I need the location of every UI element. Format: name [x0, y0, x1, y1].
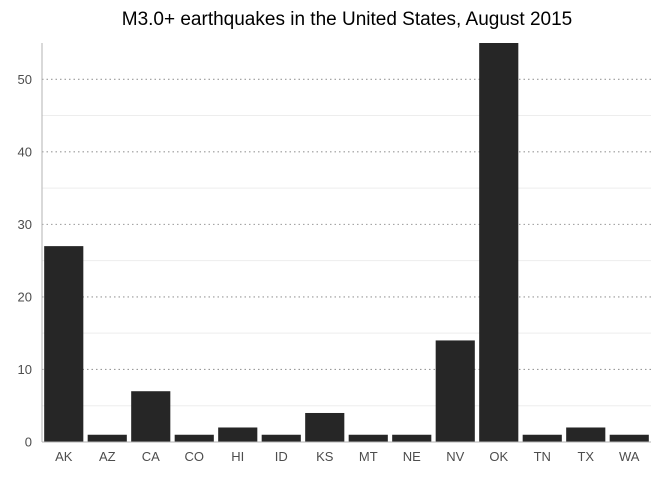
- y-tick-label: 30: [18, 217, 32, 232]
- y-tick-label: 50: [18, 72, 32, 87]
- bar-ok: [479, 43, 519, 442]
- y-tick-labels: 0 10 20 30 40 50: [18, 72, 32, 450]
- bar-ak: [44, 246, 84, 442]
- chart-title: M3.0+ earthquakes in the United States, …: [122, 9, 573, 30]
- x-tick-label: AK: [55, 449, 73, 464]
- bar-id: [261, 434, 301, 442]
- x-tick-label: OK: [489, 449, 508, 464]
- bar-nv: [435, 340, 475, 442]
- x-tick-label: TN: [534, 449, 551, 464]
- bar-ca: [131, 391, 171, 442]
- x-tick-labels: AK AZ CA CO HI ID KS MT NE NV OK TN TX WA: [55, 449, 640, 464]
- x-tick-label: MT: [359, 449, 378, 464]
- bars: [44, 43, 649, 442]
- bar-wa: [609, 434, 649, 442]
- axes: [41, 43, 651, 443]
- y-tick-label: 20: [18, 289, 32, 304]
- bar-hi: [218, 427, 258, 442]
- x-tick-label: CO: [185, 449, 205, 464]
- bar-az: [87, 434, 127, 442]
- x-tick-label: HI: [231, 449, 244, 464]
- x-tick-label: CA: [142, 449, 160, 464]
- x-tick-label: TX: [577, 449, 594, 464]
- y-tick-label: 10: [18, 362, 32, 377]
- x-tick-label: AZ: [99, 449, 116, 464]
- bar-co: [174, 434, 214, 442]
- x-tick-label: NE: [403, 449, 421, 464]
- y-tick-label: 0: [25, 435, 32, 450]
- x-tick-label: ID: [275, 449, 288, 464]
- x-tick-label: NV: [446, 449, 464, 464]
- x-tick-label: KS: [316, 449, 334, 464]
- bar-tn: [522, 434, 562, 442]
- y-tick-label: 40: [18, 144, 32, 159]
- bar-mt: [348, 434, 388, 442]
- bar-ks: [305, 412, 345, 442]
- bar-tx: [566, 427, 606, 442]
- grid-lines: [42, 78, 651, 407]
- bar-ne: [392, 434, 432, 442]
- x-tick-label: WA: [619, 449, 640, 464]
